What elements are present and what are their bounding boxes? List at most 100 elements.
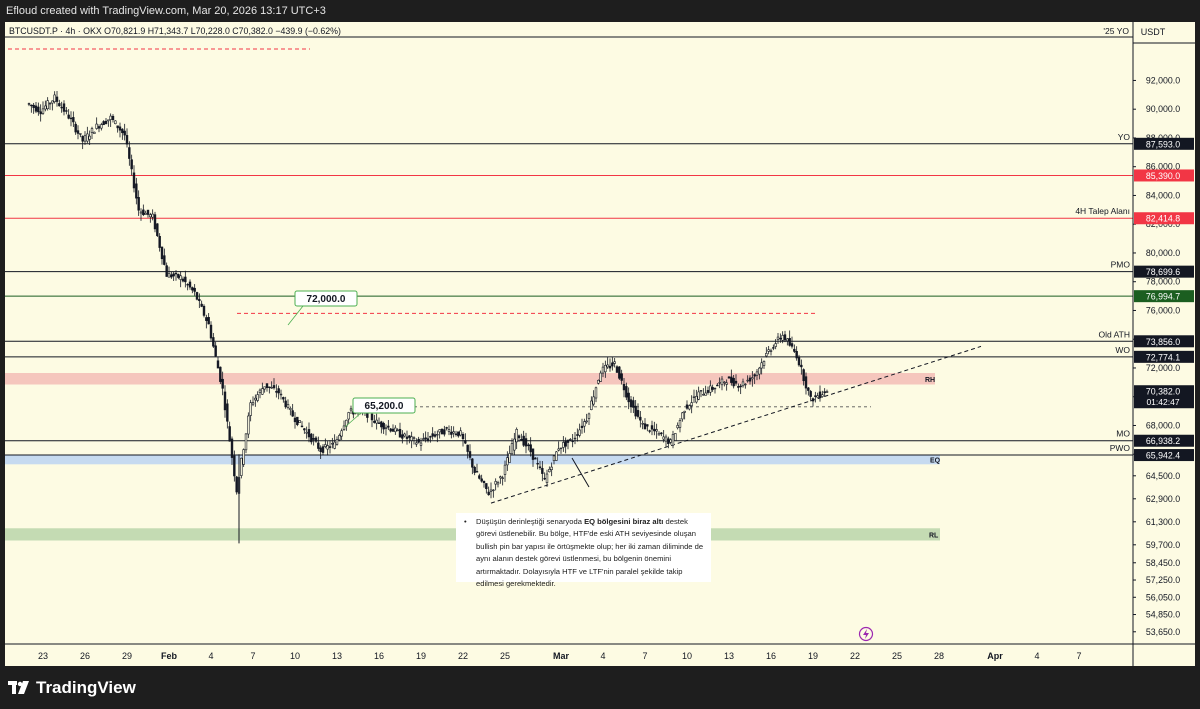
candle-body [32, 104, 35, 108]
candle-body [34, 105, 38, 112]
candle-body [109, 115, 112, 120]
candle-body [230, 438, 234, 458]
candle-body [795, 351, 798, 359]
candle-body [643, 423, 647, 430]
candle-body [723, 381, 726, 384]
candle-body [228, 426, 231, 442]
candle-body [748, 377, 752, 382]
y-tick-label-4: 84,000.0 [1146, 190, 1180, 200]
candle-body [622, 383, 626, 391]
candle-body [53, 94, 56, 103]
candle-body [242, 449, 245, 465]
candle-body [116, 125, 119, 129]
level-name-0: YO [1118, 132, 1131, 142]
zone-label-rl: RL [929, 532, 939, 539]
candle-body [461, 433, 465, 440]
footer-bar: TradingView [0, 666, 1200, 709]
candle-body [270, 387, 273, 389]
candle-body [289, 408, 292, 410]
candle-body [676, 425, 679, 429]
candle-body [564, 441, 567, 447]
candle-body [121, 128, 124, 134]
candle-body [594, 387, 598, 399]
candle-body [814, 395, 817, 397]
x-tick-label-3: Feb [161, 651, 178, 661]
callout-box-1 [352, 397, 416, 414]
zone-rh [5, 373, 935, 385]
candle-body [807, 387, 810, 391]
candle-body [146, 209, 150, 215]
candle-body [419, 442, 423, 446]
x-tick-label-20: 25 [892, 651, 902, 661]
y-tick-label-16: 61,300.0 [1146, 517, 1180, 527]
candle-body [100, 124, 103, 129]
level-tag-label-2: 82,414.8 [1146, 214, 1180, 224]
candle-body [739, 385, 742, 388]
x-tick-label-24: 7 [1076, 651, 1081, 661]
x-tick-label-21: 28 [934, 651, 944, 661]
candle-body [515, 429, 518, 443]
candle-body [244, 433, 248, 451]
y-tick-label-17: 59,700.0 [1146, 540, 1180, 550]
candle-body [324, 444, 327, 447]
candle-body [590, 400, 593, 410]
x-tick-label-4: 4 [208, 651, 213, 661]
level-tag-0 [1134, 137, 1194, 150]
candle-body [569, 438, 572, 441]
candle-body [410, 436, 413, 441]
candle-body [167, 273, 171, 278]
candle-body [713, 387, 717, 390]
candle-body [422, 438, 425, 440]
candle-body [615, 366, 619, 373]
candle-body [191, 287, 194, 291]
candle-body [95, 123, 98, 129]
zone-label-rh: RH [925, 377, 935, 384]
level-tag-label-5: 73,856.0 [1146, 337, 1180, 347]
candle-body [538, 466, 542, 469]
candle-body [800, 364, 803, 368]
tradingview-logo-icon [8, 681, 29, 694]
candle-body [310, 433, 313, 443]
level-tag-6 [1134, 350, 1194, 363]
candle-body [384, 427, 388, 429]
candle-body [235, 476, 238, 493]
candle-body [809, 391, 812, 397]
candle-body [81, 135, 84, 142]
current-price-label: 70,382.0 [1146, 387, 1180, 397]
note-text-start: Düşüşün derinleştiği senaryoda [476, 517, 585, 526]
price-chart[interactable]: RH EQ RL YO 4H Talep Alanı PMO Old ATH WO MO PWO '… [5, 22, 1195, 666]
candle-body [555, 451, 558, 461]
level-tag-label-4: 76,994.7 [1146, 292, 1180, 302]
candle-body [592, 396, 595, 405]
chart-frame[interactable]: RH EQ RL YO 4H Talep Alanı PMO Old ATH WO MO PWO '… [5, 22, 1195, 666]
candle-body [618, 366, 621, 379]
candle-body [65, 110, 68, 112]
candle-body [695, 396, 698, 403]
tradingview-logo[interactable]: TradingView [8, 678, 136, 698]
candle-body [389, 428, 392, 432]
candle-body [163, 255, 166, 265]
candle-body [156, 223, 159, 236]
candle-body [114, 120, 117, 125]
candle-body [223, 391, 227, 411]
bar-countdown: 01:42:47 [1146, 397, 1179, 407]
level-tag-4 [1134, 290, 1194, 303]
candle-body [263, 386, 266, 390]
candle-body [772, 347, 775, 349]
candle-body [727, 376, 731, 379]
candle-body [765, 353, 768, 357]
candle-body [90, 128, 94, 133]
candle-body [709, 385, 712, 393]
candle-body [793, 348, 796, 352]
candle-body [657, 432, 661, 436]
candle-body [251, 402, 255, 405]
candle-body [751, 377, 754, 380]
zone-label-eq: EQ [930, 458, 941, 465]
candle-body [338, 435, 341, 441]
candle-body [74, 123, 77, 133]
candle-body [702, 394, 705, 396]
level-tag-label-3: 78,699.6 [1146, 267, 1180, 277]
candle-body [67, 114, 70, 119]
candle-body [370, 413, 374, 421]
candle-body [300, 425, 304, 428]
